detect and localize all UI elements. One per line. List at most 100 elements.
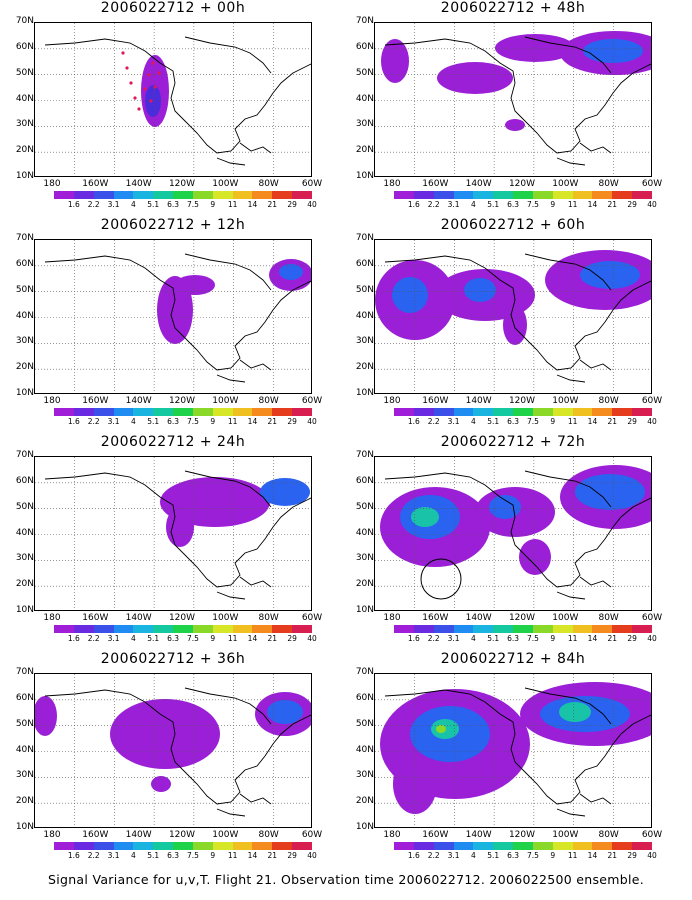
longitude-label: 180 — [43, 830, 61, 840]
colorbar-label: 1.6 — [407, 634, 420, 643]
colorbar-segment — [513, 625, 534, 633]
colorbar-label: 6.3 — [167, 417, 180, 426]
colorbar-label: 21 — [607, 851, 618, 860]
colorbar-segment — [113, 842, 134, 850]
colorbar-segment — [473, 408, 494, 416]
colorbar-segment — [592, 408, 613, 416]
colorbar-label: 29 — [627, 417, 637, 426]
colorbar-label: 11 — [567, 851, 578, 860]
colorbar-segment — [394, 191, 415, 199]
longitude-label: 140W — [125, 179, 152, 189]
latitude-label: 40N — [355, 744, 374, 755]
colorbar-label: 14 — [247, 417, 258, 426]
variance-contour — [260, 478, 310, 506]
coastline — [384, 36, 651, 166]
colorbar-label: 40 — [647, 634, 657, 643]
colorbar-segment — [252, 191, 273, 199]
colorbar-label: 11 — [227, 200, 238, 209]
panel-title: 2006022712 + 72h — [440, 434, 586, 450]
latitude-label: 30N — [355, 119, 374, 130]
colorbar-segment — [173, 191, 194, 199]
latitude-label: 10N — [355, 388, 374, 398]
variance-contour — [166, 507, 194, 547]
longitude-label: 140W — [125, 396, 152, 406]
longitude-label: 180 — [383, 613, 401, 623]
colorbar-segment — [133, 625, 154, 633]
longitude-label: 180 — [383, 396, 401, 406]
latitude-label: 10N — [15, 822, 34, 832]
map-svg — [375, 240, 651, 393]
flight-track-dot — [125, 66, 129, 70]
colorbar-label: 9 — [550, 200, 556, 209]
colorbar-segment — [73, 408, 95, 416]
latitude-label: 30N — [15, 336, 34, 347]
colorbar-segment — [133, 191, 154, 199]
latitude-label: 70N — [15, 450, 34, 460]
latitude-label: 50N — [355, 718, 374, 729]
longitude-label: 100W — [212, 396, 239, 406]
colorbar-label: 21 — [607, 634, 618, 643]
latitude-label: 10N — [15, 605, 34, 615]
colorbar-label: 2.2 — [427, 851, 440, 860]
colorbar-label: 14 — [247, 200, 258, 209]
latitude-label: 10N — [355, 171, 374, 181]
colorbar-label: 7.5 — [526, 417, 539, 426]
map-svg — [35, 457, 311, 610]
colorbar-segment — [433, 842, 455, 850]
colorbar-segment — [632, 408, 653, 416]
latitude-label: 70N — [355, 450, 374, 460]
colorbar-label: 5.1 — [147, 851, 160, 860]
colorbar-segment — [394, 408, 415, 416]
colorbar-segment — [632, 191, 653, 199]
longitude-label: 60W — [301, 179, 323, 189]
colorbar-segment — [552, 191, 574, 199]
latitude-label: 60N — [355, 475, 374, 486]
colorbar-segment — [292, 625, 313, 633]
longitude-label: 160W — [422, 179, 449, 189]
colorbar — [54, 191, 313, 199]
colorbar-segment — [513, 842, 534, 850]
colorbar-label: 7.5 — [186, 634, 199, 643]
colorbar-label: 4 — [130, 200, 136, 209]
colorbar-label: 14 — [247, 634, 258, 643]
latitude-label: 70N — [15, 667, 34, 677]
longitude-label: 80W — [258, 613, 279, 623]
latitude-label: 20N — [15, 796, 34, 807]
colorbar-segment — [572, 408, 593, 416]
colorbar-label: 2.2 — [427, 417, 440, 426]
colorbar-label: 9 — [210, 634, 216, 643]
colorbar-label: 9 — [210, 417, 216, 426]
map-svg — [35, 674, 311, 827]
colorbar-label: 14 — [587, 200, 598, 209]
colorbar-label: 5.1 — [487, 634, 500, 643]
coastline — [384, 253, 651, 383]
colorbar-segment — [54, 842, 75, 850]
map-plot-area — [34, 239, 312, 394]
colorbar-label: 7.5 — [186, 200, 199, 209]
colorbar-label: 14 — [247, 851, 258, 860]
colorbar-label: 11 — [567, 417, 578, 426]
colorbar-label: 9 — [210, 851, 216, 860]
longitude-label: 160W — [82, 830, 109, 840]
colorbar-segment — [552, 842, 574, 850]
longitude-label: 120W — [508, 830, 536, 840]
latitude-label: 20N — [355, 796, 374, 807]
colorbar-segment — [192, 191, 214, 199]
colorbar-label: 11 — [227, 851, 238, 860]
longitude-label: 140W — [465, 179, 492, 189]
colorbar-label: 29 — [287, 200, 297, 209]
colorbar-label: 21 — [267, 417, 278, 426]
latitude-label: 30N — [355, 770, 374, 781]
colorbar-label: 2.2 — [427, 634, 440, 643]
variance-contour — [559, 702, 591, 722]
flight-track-dot — [137, 107, 141, 111]
colorbar-label: 5.1 — [487, 200, 500, 209]
colorbar-label: 9 — [210, 200, 216, 209]
variance-contour — [519, 539, 551, 575]
colorbar-label: 4 — [130, 634, 136, 643]
colorbar-label: 21 — [267, 200, 278, 209]
colorbar-segment — [592, 842, 613, 850]
panel-title: 2006022712 + 60h — [440, 217, 586, 233]
panel-title: 2006022712 + 00h — [100, 0, 246, 16]
latitude-label: 50N — [15, 284, 34, 295]
